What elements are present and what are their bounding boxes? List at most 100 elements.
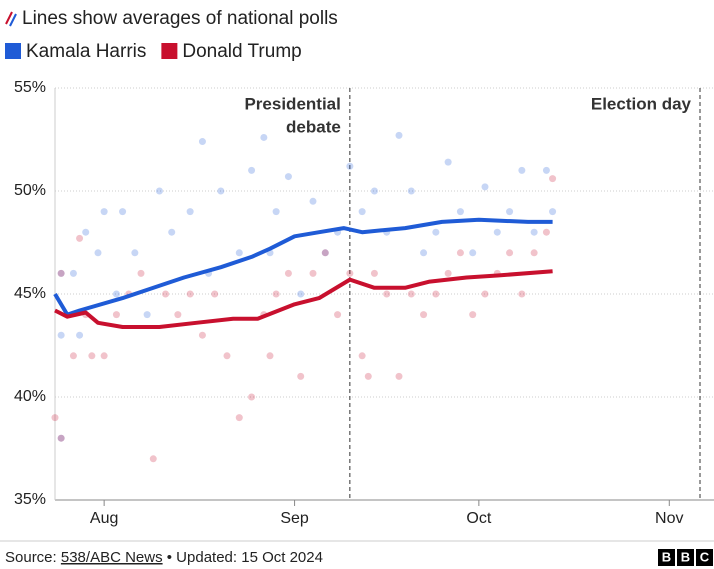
x-tick-label: Oct (466, 510, 491, 527)
x-tick-label: Nov (655, 510, 683, 527)
event-label: Election day (591, 94, 692, 113)
poll-dot (131, 249, 139, 257)
poll-dot (260, 133, 268, 141)
poll-dot (57, 434, 65, 442)
poll-dot (248, 393, 256, 401)
bbc-logo: B B C (658, 549, 713, 566)
poll-dot (119, 208, 127, 216)
poll-dot (370, 187, 378, 195)
poll-dot (168, 228, 176, 236)
legend-label: Kamala Harris (26, 41, 146, 62)
poll-dot (272, 290, 280, 298)
poll-dot (309, 269, 317, 277)
poll-dot (57, 269, 65, 277)
poll-dot (549, 208, 557, 216)
y-tick-label: 40% (14, 388, 46, 405)
poll-dot (518, 290, 526, 298)
poll-dot (284, 269, 292, 277)
poll-dot (530, 249, 538, 257)
title-icon (5, 11, 17, 27)
poll-dot (272, 208, 280, 216)
poll-dot (88, 352, 96, 360)
poll-dot (334, 311, 342, 319)
y-tick-label: 45% (14, 285, 46, 302)
poll-dot (143, 311, 151, 319)
updated: • Updated: 15 Oct 2024 (167, 549, 323, 566)
poll-dot (358, 208, 366, 216)
average-line (54, 269, 553, 329)
poll-dot (309, 197, 317, 205)
poll-dot (506, 208, 514, 216)
poll-dot (217, 187, 225, 195)
poll-dot (82, 228, 90, 236)
poll-dot (186, 208, 194, 216)
poll-dot (370, 269, 378, 277)
poll-dot (211, 290, 219, 298)
poll-dot (358, 352, 366, 360)
source-label: Source: (5, 549, 57, 566)
poll-dot (235, 249, 243, 257)
poll-dot (444, 158, 452, 166)
poll-dot (297, 372, 305, 380)
poll-dot (100, 352, 108, 360)
poll-dot (297, 290, 305, 298)
y-tick-label: 35% (14, 491, 46, 508)
logo-letter: B (681, 549, 690, 564)
logo-letter: C (700, 549, 710, 564)
poll-dot (542, 166, 550, 174)
poll-dot (57, 269, 65, 277)
poll-dot (395, 372, 403, 380)
poll-dot (76, 331, 84, 339)
poll-dot (346, 162, 354, 170)
poll-dot (186, 290, 194, 298)
poll-dot (346, 269, 354, 277)
x-tick-label: Aug (90, 510, 118, 527)
poll-dot (57, 434, 65, 442)
poll-dot (174, 311, 182, 319)
poll-dot (321, 249, 329, 257)
poll-dot (420, 249, 428, 257)
poll-dot (493, 228, 501, 236)
legend-swatch (5, 43, 21, 59)
poll-dot (112, 311, 120, 319)
poll-dot (383, 290, 391, 298)
poll-dot (469, 249, 477, 257)
y-tick-label: 50% (14, 182, 46, 199)
legend: Kamala Harris Donald Trump (5, 41, 302, 62)
poll-dot (223, 352, 231, 360)
event-label: Presidential (244, 94, 340, 113)
poll-dot (100, 208, 108, 216)
footer: Source: 538/ABC News • Updated: 15 Oct 2… (5, 549, 323, 566)
poll-dot (137, 269, 145, 277)
poll-dot (549, 175, 557, 183)
poll-dot (420, 311, 428, 319)
poll-dot (407, 187, 415, 195)
poll-dot (530, 228, 538, 236)
poll-dot (266, 352, 274, 360)
poll-dot (321, 249, 329, 257)
source-link[interactable]: 538/ABC News (61, 549, 163, 566)
poll-dot (407, 290, 415, 298)
poll-dot (69, 352, 77, 360)
poll-dot (235, 414, 243, 422)
poll-dot (69, 269, 77, 277)
poll-dot (51, 414, 59, 422)
poll-dot (432, 290, 440, 298)
poll-dot (395, 131, 403, 139)
poll-dot (444, 269, 452, 277)
poll-dot (481, 290, 489, 298)
logo-letter: B (662, 549, 671, 564)
poll-dot (456, 249, 464, 257)
poll-dot (542, 228, 550, 236)
poll-dot (506, 249, 514, 257)
poll-dot (155, 187, 163, 195)
poll-dot (469, 311, 477, 319)
poll-dot (481, 183, 489, 191)
poll-dot (284, 173, 292, 181)
poll-dot (162, 290, 170, 298)
average-line (53, 217, 553, 317)
poll-dot (518, 166, 526, 174)
legend-swatch (161, 43, 178, 59)
poll-dot (94, 249, 102, 257)
